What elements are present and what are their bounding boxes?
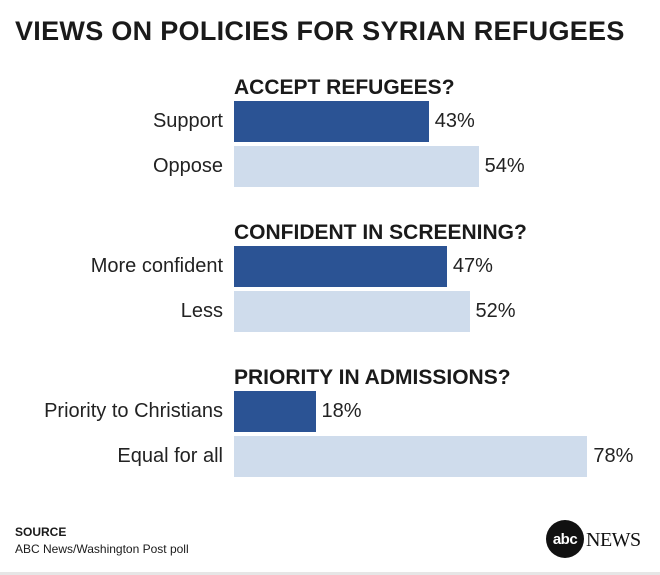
category-label: Support bbox=[152, 110, 223, 132]
bar-second-response bbox=[234, 146, 479, 187]
value-label: 52% bbox=[475, 300, 516, 322]
value-label: 54% bbox=[484, 155, 525, 177]
bar-first-response bbox=[234, 101, 429, 142]
category-label: More confident bbox=[90, 255, 223, 277]
category-label: Less bbox=[180, 300, 223, 322]
bar-second-response bbox=[234, 436, 588, 477]
value-label: 78% bbox=[593, 445, 634, 467]
value-label: 47% bbox=[452, 255, 493, 277]
news-wordmark: NEWS bbox=[586, 529, 641, 551]
abc-news-logo: abc NEWS bbox=[546, 520, 646, 560]
panel-title: ACCEPT REFUGEES? bbox=[234, 76, 455, 99]
chart-title: VIEWS ON POLICIES FOR SYRIAN REFUGEES bbox=[15, 16, 625, 46]
source-heading: SOURCE bbox=[15, 525, 67, 539]
source-text: ABC News/Washington Post poll bbox=[15, 542, 189, 556]
footer-rule bbox=[0, 572, 660, 575]
bar-first-response bbox=[234, 391, 316, 432]
panel-title: PRIORITY IN ADMISSIONS? bbox=[234, 366, 511, 389]
value-label: 18% bbox=[321, 400, 362, 422]
value-label: 43% bbox=[434, 110, 475, 132]
panel-title: CONFIDENT IN SCREENING? bbox=[234, 221, 527, 244]
bar-first-response bbox=[234, 246, 447, 287]
category-label: Equal for all bbox=[117, 445, 223, 467]
category-label: Priority to Christians bbox=[44, 400, 223, 422]
bar-second-response bbox=[234, 291, 470, 332]
abc-logo-mark: abc bbox=[546, 520, 584, 558]
category-label: Oppose bbox=[152, 155, 223, 177]
